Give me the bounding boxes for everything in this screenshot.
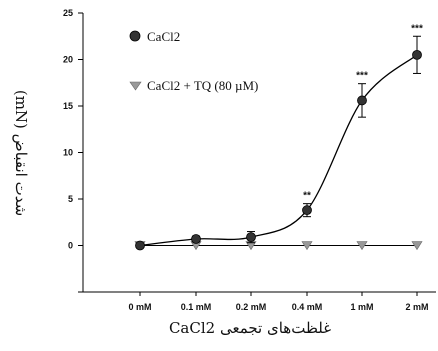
- x-tick-label: 2 mM: [405, 302, 428, 312]
- legend-marker-tq: [129, 81, 142, 91]
- x-tick-label: 1 mM: [350, 302, 373, 312]
- y-tick-label: 15: [63, 101, 73, 111]
- significance-label: ***: [356, 71, 368, 82]
- significance-label: ***: [411, 23, 423, 34]
- x-axis-label: غلظت‌های تجمعی CaCl2: [169, 319, 331, 337]
- series-cacl2-point: [135, 240, 145, 251]
- series-cacl2-point: [302, 205, 312, 216]
- series-cacl2-point: [191, 234, 201, 244]
- y-tick-label: 10: [63, 148, 73, 158]
- chart-marks: ********: [134, 23, 423, 251]
- legend-label-tq: CaCl2 + TQ (80 µM): [147, 78, 258, 93]
- series-cacl2-point: [246, 232, 256, 243]
- significance-label: **: [303, 191, 311, 202]
- x-tick-label: 0.4 mM: [292, 302, 323, 312]
- series-tq-point: [301, 241, 313, 251]
- legend: CaCl2 CaCl2 + TQ (80 µM): [129, 29, 258, 93]
- series-tq-point: [356, 241, 368, 251]
- y-tick-label: 20: [63, 55, 73, 65]
- x-tick-label: 0.1 mM: [181, 302, 212, 312]
- y-tick-label: 5: [68, 194, 73, 204]
- series-cacl2-point: [412, 49, 422, 60]
- y-tick-label: 0: [68, 241, 73, 251]
- y-tick-label: 25: [63, 8, 73, 18]
- x-tick-label: 0.2 mM: [236, 302, 267, 312]
- legend-marker-cacl2: [129, 30, 141, 42]
- y-axis-label: شدت انقباض (mN): [12, 90, 30, 216]
- series-tq-point: [411, 241, 423, 251]
- series-cacl2-point: [357, 95, 367, 106]
- axes: 0 5 10 15 20 25 0 mM 0.1 mM 0.2 mM 0.4 mM 1 mM 2 mM: [63, 8, 436, 312]
- x-tick-label: 0 mM: [128, 302, 151, 312]
- legend-label-cacl2: CaCl2: [147, 29, 180, 44]
